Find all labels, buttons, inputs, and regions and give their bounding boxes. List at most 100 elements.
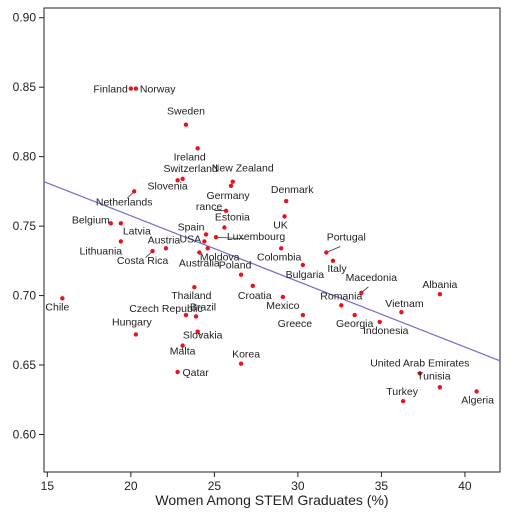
y-tick-label: 0.65 (13, 358, 37, 372)
data-point-chile (60, 296, 65, 301)
point-label-estonia: Estonia (215, 211, 250, 223)
point-label-albania: Albania (422, 279, 457, 291)
point-label-czech-republic: Czech Republic (129, 303, 203, 315)
data-point-qatar (175, 369, 180, 375)
point-label-mexico: Mexico (266, 300, 299, 312)
x-tick-label: 20 (124, 479, 138, 493)
point-label-latvia: Latvia (123, 225, 151, 237)
data-point-lithuania (118, 239, 124, 244)
point-label-new-zealand: New Zealand (212, 163, 274, 175)
data-point-slovakia (195, 329, 200, 334)
point-label-colombia: Colombia (257, 251, 302, 263)
point-label-slovakia: Slovakia (183, 330, 223, 342)
point-label-portugal: Portugal (327, 232, 366, 244)
data-point-ireland (195, 146, 200, 151)
point-label-tunisia: Tunisia (417, 370, 451, 382)
leader-line-luxembourg (216, 236, 245, 240)
data-point-new-zealand (230, 179, 235, 184)
trend-line (43, 181, 501, 362)
point-label-turkey: Turkey (386, 386, 418, 398)
data-point-georgia (352, 312, 357, 318)
point-label-spain: Spain (178, 221, 205, 233)
data-point-austria (163, 246, 169, 251)
point-label-korea: Korea (232, 349, 260, 361)
data-point-netherlands (131, 189, 137, 194)
y-tick-label: 0.75 (13, 219, 37, 233)
point-label-indonesia: Indonesia (363, 325, 409, 337)
y-tick-label: 0.80 (13, 150, 37, 164)
data-point-bulgaria (300, 262, 306, 268)
x-tick-label: 25 (208, 479, 222, 493)
point-label-chile: Chile (45, 301, 69, 313)
data-point-slovenia (175, 178, 180, 183)
data-point-mexico (280, 294, 286, 300)
point-label-uk: UK (273, 219, 288, 231)
data-point-hungary (133, 332, 139, 337)
data-point-costa-rica (150, 248, 155, 254)
data-point-albania (437, 291, 443, 297)
data-point-belgium (108, 221, 114, 226)
data-point-uk (282, 214, 287, 219)
x-tick-label: 35 (375, 479, 389, 493)
point-label-united-arab-emirates: United Arab Emirates (370, 357, 469, 369)
x-tick-label: 30 (291, 479, 305, 493)
point-label-romania: Romania (320, 290, 362, 302)
point-label-qatar: Qatar (182, 367, 209, 379)
data-point-estonia (222, 225, 227, 230)
data-point-macedonia (359, 290, 364, 295)
data-point-finland (128, 86, 134, 91)
point-label-luxembourg: Luxembourg (227, 231, 286, 243)
point-label-slovenia: Slovenia (147, 180, 187, 192)
point-label-netherlands: Netherlands (96, 196, 153, 208)
data-point-portugal (324, 250, 329, 255)
point-label-greece: Greece (278, 318, 313, 330)
data-point-latvia (118, 221, 124, 226)
point-label-australia: Australia (179, 258, 220, 270)
data-point-algeria (474, 389, 479, 394)
data-point-colombia (278, 246, 284, 251)
x-tick-label: 40 (458, 479, 472, 493)
data-point-rance (223, 208, 229, 214)
data-point-australia (197, 250, 202, 255)
leader-line-portugal (326, 246, 341, 253)
point-label-germany: Germany (206, 190, 250, 202)
point-label-croatia: Croatia (238, 290, 272, 302)
data-point-moldova (205, 246, 210, 251)
data-point-usa (202, 239, 207, 244)
point-label-thailand: Thailand (171, 290, 211, 302)
point-label-italy: Italy (327, 263, 347, 275)
data-point-indonesia (377, 319, 382, 325)
point-label-norway: Norway (140, 84, 176, 96)
point-label-costa-rica: Costa Rica (117, 255, 169, 267)
plot-frame (43, 7, 501, 473)
x-axis: 15 20 25 30 35 40 (41, 472, 472, 493)
data-point-norway (133, 86, 139, 91)
point-label-rance: rance (196, 201, 222, 213)
data-point-korea (238, 361, 244, 366)
point-label-denmark: Denmark (271, 184, 314, 196)
data-point-italy (330, 258, 336, 264)
data-point-romania (339, 303, 344, 308)
point-label-vietnam: Vietnam (385, 298, 424, 310)
data-point-united-arab-emirates (417, 371, 423, 376)
data-point-tunisia (437, 385, 443, 390)
point-label-usa: USA (180, 233, 202, 245)
data-point-germany (228, 183, 234, 189)
x-axis-title: Women Among STEM Graduates (%) (155, 492, 388, 508)
point-label-ireland: Ireland (174, 151, 206, 163)
y-tick-label: 0.60 (13, 427, 37, 441)
data-point-sweden (183, 122, 189, 127)
point-label-sweden: Sweden (167, 106, 205, 118)
data-point-czech-republic (183, 312, 189, 318)
point-label-georgia: Georgia (336, 318, 374, 330)
point-label-bulgaria: Bulgaria (286, 269, 325, 281)
x-tick-label: 15 (41, 479, 55, 493)
point-label-algeria: Algeria (461, 394, 494, 406)
data-point-croatia (250, 283, 255, 289)
point-label-poland: Poland (219, 260, 252, 272)
point-label-moldova: Moldova (200, 251, 240, 263)
point-label-finland: Finland (93, 84, 128, 96)
point-label-brazil: Brazil (190, 301, 216, 313)
y-tick-label: 0.85 (13, 80, 37, 94)
